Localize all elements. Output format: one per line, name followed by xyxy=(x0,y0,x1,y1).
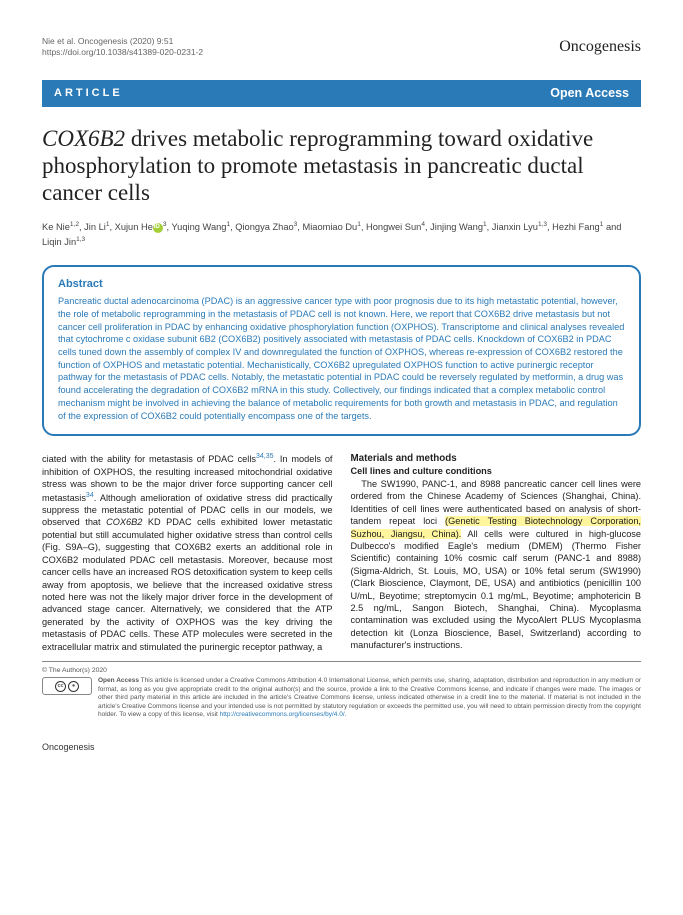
title-gene: COX6B2 xyxy=(42,126,125,151)
license-text: Open Access This article is licensed und… xyxy=(98,677,641,719)
left-column-text: ciated with the ability for metastasis o… xyxy=(42,452,333,653)
methods-subheading: Cell lines and culture conditions xyxy=(351,465,642,477)
methods-body: The SW1990, PANC-1, and 8988 pancreatic … xyxy=(351,478,642,652)
article-label: ARTICLE xyxy=(54,86,123,101)
title-rest: drives metabolic reprogramming toward ox… xyxy=(42,126,593,205)
citation-line-1: Nie et al. Oncogenesis (2020) 9:51 xyxy=(42,36,203,47)
article-title: COX6B2 drives metabolic reprogramming to… xyxy=(42,125,641,206)
page-footer: Oncogenesis xyxy=(42,741,641,753)
citation-block: Nie et al. Oncogenesis (2020) 9:51 https… xyxy=(42,36,203,58)
abstract-box: Abstract Pancreatic ductal adenocarcinom… xyxy=(42,265,641,436)
open-access-label: Open Access xyxy=(550,85,629,102)
footer-journal: Oncogenesis xyxy=(42,741,95,753)
authors-list: Ke Nie1,2, Jin Li1, Xujun He3, Yuqing Wa… xyxy=(42,220,641,249)
article-type-bar: ARTICLE Open Access xyxy=(42,80,641,107)
citation-doi: https://doi.org/10.1038/s41389-020-0231-… xyxy=(42,47,203,58)
abstract-body: Pancreatic ductal adenocarcinoma (PDAC) … xyxy=(58,295,625,422)
methods-heading: Materials and methods xyxy=(351,452,642,465)
cc-by-icon: ● xyxy=(68,681,79,692)
journal-name: Oncogenesis xyxy=(559,36,641,58)
right-column: Materials and methods Cell lines and cul… xyxy=(351,452,642,653)
left-column: ciated with the ability for metastasis o… xyxy=(42,452,333,653)
license-block: cc ● Open Access This article is license… xyxy=(42,677,641,719)
header-row: Nie et al. Oncogenesis (2020) 9:51 https… xyxy=(42,36,641,58)
copyright-line: © The Author(s) 2020 xyxy=(42,666,641,675)
footer-divider xyxy=(42,661,641,662)
cc-badge-icon: cc ● xyxy=(42,677,92,695)
abstract-heading: Abstract xyxy=(58,277,625,292)
body-columns: ciated with the ability for metastasis o… xyxy=(42,452,641,653)
cc-icon: cc xyxy=(55,681,66,692)
